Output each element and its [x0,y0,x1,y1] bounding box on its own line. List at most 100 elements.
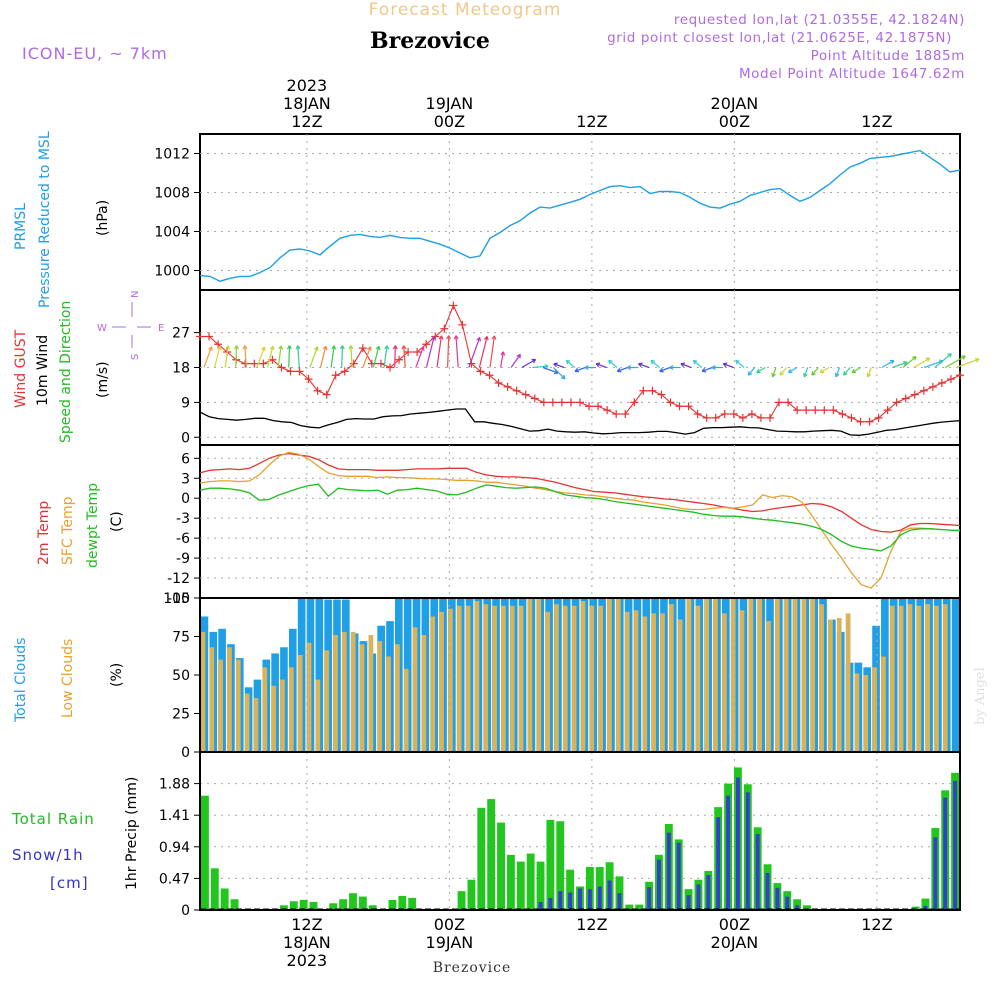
wind-arrow-shaft [297,345,300,368]
gust-marker [530,394,539,403]
wind-arrow-head [866,372,872,378]
low-cloud-bar [916,605,922,752]
top-tick-label: 00Z [434,112,465,131]
rain-bar [398,895,407,910]
clouds-ytick-label: 0 [181,745,190,761]
footer-location: Brezovice [433,960,512,976]
gust-marker [784,398,793,407]
gust-marker [648,386,657,395]
wind-arrow-shaft [521,358,536,369]
wind-arrow-head [902,361,908,366]
compass-e: E [158,323,164,334]
wind-arrow-shaft [447,335,450,368]
wind-arrow-head [851,368,857,374]
snow-bar [597,886,602,910]
gust-marker [838,410,847,418]
wind-arrow-head [669,365,674,370]
low-cloud-bar [244,693,250,752]
wind-arrow [811,367,819,376]
rain-bar [546,819,555,910]
wind-arrow [233,345,239,368]
precip-ytick-label: 1.88 [159,777,190,793]
snow-bar [706,875,711,910]
clouds-ytick-label: 100 [163,591,190,607]
gust-marker [422,340,431,349]
gust-marker [594,402,603,411]
wind-arrow-shaft [436,335,443,368]
wind-arrow-head [574,367,580,373]
pressure-ytick-label: 1000 [154,264,190,280]
bottom-tick-label: 12Z [576,915,607,934]
snow-bar [568,892,573,910]
wind-arrow-head [531,358,537,364]
total-rain-label: Total Rain [11,810,95,828]
wind-arrow-shaft [819,366,830,374]
snow-bar [548,897,553,910]
low-cloud-bar [527,598,533,752]
location-title: Brezovice [370,28,490,54]
rain-bar [358,896,367,910]
rain-bar [487,799,496,910]
low-cloud-bar [775,598,780,752]
wind-arrow [286,345,292,368]
gust-marker [196,332,204,341]
rain-bar [625,904,634,910]
wind-arrow-shaft [350,345,353,368]
bottom-tick-label: 2023 [287,951,328,970]
wind-arrow-head [339,345,345,350]
wind-arrow [680,362,692,369]
wind-arrow [584,365,596,370]
wind-arrow [659,366,671,373]
low-cloud-bar [642,616,648,752]
top-tick-label: 20JAN [711,94,759,113]
wind-arrow-shaft [455,335,459,368]
wind-arrow [392,345,398,368]
wind-arrow-head [889,359,895,365]
wind-arrow-shaft [224,345,229,368]
wind-arrow-head [261,346,266,351]
snow-unit-label: [cm] [50,874,89,892]
wind-arrow-head [595,362,601,368]
wind-arrow-shaft [330,345,335,368]
low-cloud-bar [227,647,232,752]
wind-arrow-head [483,336,489,341]
low-cloud-bar [580,601,586,752]
gust-marker [576,398,584,407]
low-cloud-bar [677,619,683,752]
wind-arrow-head [476,336,481,342]
wind-arrow-head [843,371,848,376]
low-cloud-bar [465,605,471,752]
wind-arrow [608,359,618,368]
snow-bar [785,896,790,910]
low-cloud-bar [660,613,665,752]
wind-arrow-head [491,335,497,340]
wind-arrow-shaft [692,359,703,368]
chart-title: Forecast Meteogram [369,0,562,20]
wind-arrow-head [961,355,966,360]
rain-bar [585,866,594,910]
clouds-side-labels: Total Clouds Low Clouds (%) [13,638,125,723]
low-cloud-bar [280,679,285,752]
bottom-tick-label: 00Z [719,915,750,934]
rain-bar [793,899,802,910]
wind-arrow-head [680,362,685,368]
low-cloud-bar [704,598,710,752]
wind-arrow-shaft [425,336,435,368]
wind-arrow-shaft [319,346,327,368]
gust-marker [630,398,639,407]
wind-arrow-shaft [214,346,221,368]
wind-arrow-shaft [701,366,713,372]
snow-bar [676,842,681,910]
wind-arrow-shaft [638,363,650,369]
gust-marker [286,367,295,376]
wind-arrow-head [419,346,425,351]
wind-arrow-shaft [565,359,576,368]
snow-bar [656,859,661,910]
wind-arrow-head [269,345,275,351]
wind-speed-dir-label: Speed and Direction [58,301,74,443]
wind-arrow [553,362,565,369]
wind-arrow [881,359,895,369]
wind-arrow [701,366,713,373]
wind-arrow-shaft [608,359,618,368]
low-cloud-bar [333,634,338,752]
